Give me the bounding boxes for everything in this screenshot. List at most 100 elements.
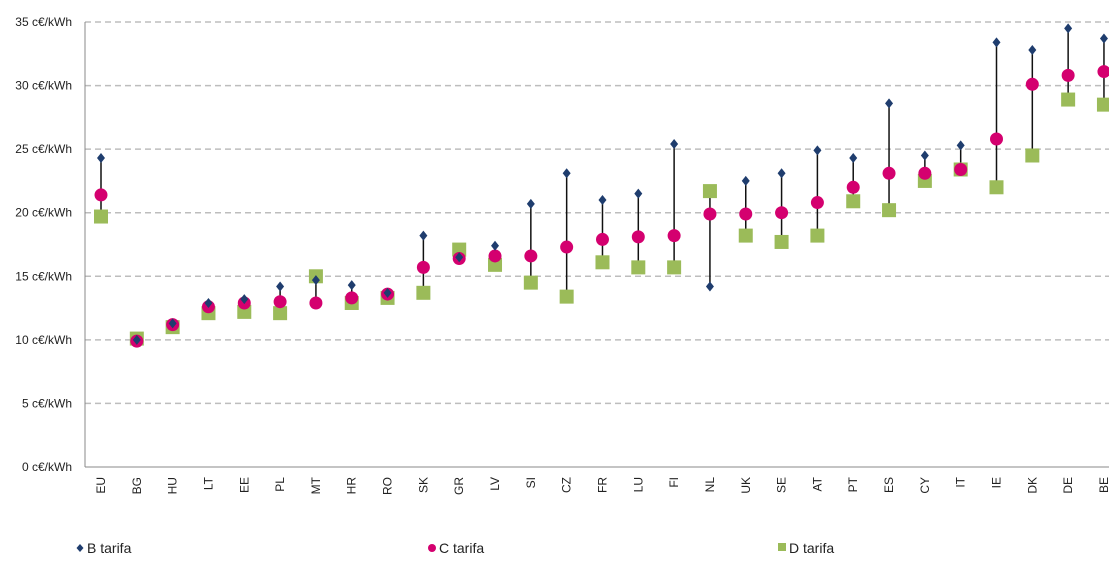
- marker-b: [1064, 23, 1073, 34]
- marker-b: [1099, 33, 1108, 44]
- marker-d: [273, 306, 288, 321]
- marker-c: [416, 260, 430, 274]
- marker-c: [345, 291, 359, 305]
- marker-b: [526, 198, 535, 209]
- x-tick-label: DK: [1025, 477, 1039, 494]
- x-tick-label: NL: [703, 477, 717, 493]
- y-tick-label: 20 c€/kWh: [15, 206, 72, 220]
- legend-label: C tarifa: [439, 540, 484, 556]
- x-tick-label: MT: [309, 476, 323, 494]
- x-tick-label: LT: [201, 476, 215, 490]
- marker-d: [1061, 92, 1076, 107]
- marker-b: [204, 297, 213, 308]
- marker-b: [562, 168, 571, 179]
- marker-d: [416, 285, 431, 300]
- x-tick-label: LV: [488, 477, 502, 491]
- x-tick-label: CZ: [560, 477, 574, 493]
- marker-b: [992, 37, 1001, 48]
- marker-b: [276, 281, 285, 292]
- marker-d: [1096, 97, 1109, 112]
- marker-c: [273, 295, 287, 309]
- marker-d: [738, 228, 753, 243]
- x-tick-label: LU: [631, 477, 645, 492]
- x-tick-label: BG: [130, 477, 144, 494]
- marker-c: [882, 166, 896, 180]
- marker-d: [702, 184, 717, 199]
- marker-d: [1025, 148, 1040, 163]
- marker-c: [810, 196, 824, 210]
- marker-c: [775, 206, 789, 220]
- marker-b: [670, 139, 679, 150]
- legend-marker: [778, 543, 786, 551]
- marker-d: [631, 260, 646, 275]
- marker-c: [667, 229, 681, 243]
- marker-b: [1028, 44, 1037, 55]
- x-tick-label: DE: [1061, 477, 1075, 494]
- y-tick-label: 10 c€/kWh: [15, 333, 72, 347]
- marker-b: [813, 145, 822, 156]
- marker-b: [347, 280, 356, 291]
- marker-c: [846, 180, 860, 194]
- marker-b: [168, 318, 177, 329]
- marker-c: [954, 162, 968, 176]
- marker-b: [741, 175, 750, 186]
- x-tick-label: SE: [775, 477, 789, 493]
- y-tick-label: 15 c€/kWh: [15, 269, 72, 283]
- y-tick-label: 35 c€/kWh: [15, 15, 72, 29]
- x-tick-label: FI: [667, 477, 681, 488]
- marker-d: [846, 194, 861, 209]
- marker-d: [595, 255, 610, 270]
- marker-d: [523, 275, 538, 290]
- marker-b: [598, 195, 607, 205]
- marker-c: [918, 166, 932, 180]
- x-tick-label: EE: [237, 477, 251, 493]
- marker-b: [132, 334, 141, 345]
- x-tick-label: PL: [273, 477, 287, 492]
- legend-marker: [76, 544, 84, 552]
- marker-d: [94, 209, 108, 224]
- marker-b: [311, 275, 320, 286]
- marker-d: [810, 228, 825, 243]
- x-tick-label: PT: [846, 476, 860, 492]
- marker-b: [849, 153, 858, 164]
- marker-b: [383, 287, 392, 298]
- marker-c: [1097, 65, 1109, 79]
- x-tick-label: GR: [452, 477, 466, 495]
- marker-c: [703, 207, 717, 221]
- legend-label: B tarifa: [87, 540, 132, 556]
- x-tick-label: FR: [595, 477, 609, 493]
- y-tick-label: 30 c€/kWh: [15, 79, 72, 93]
- marker-b: [455, 252, 464, 263]
- x-tick-label: IE: [990, 477, 1004, 488]
- marker-b: [777, 168, 786, 179]
- y-tick-label: 0 c€/kWh: [22, 460, 72, 474]
- x-tick-label: BE: [1097, 477, 1109, 493]
- y-tick-label: 25 c€/kWh: [15, 142, 72, 156]
- marker-c: [94, 188, 108, 202]
- x-tick-label: HU: [166, 477, 180, 494]
- marker-c: [1061, 68, 1075, 82]
- marker-b: [419, 230, 428, 241]
- legend-label: D tarifa: [789, 540, 834, 556]
- x-tick-label: RO: [381, 477, 395, 495]
- marker-c: [739, 207, 753, 221]
- marker-c: [524, 249, 538, 263]
- x-tick-label: UK: [739, 477, 753, 494]
- x-tick-label: IT: [954, 476, 968, 487]
- marker-b: [956, 140, 965, 151]
- marker-c: [595, 232, 609, 246]
- x-tick-label: SK: [416, 477, 430, 493]
- marker-b: [491, 240, 500, 251]
- marker-b: [634, 188, 643, 199]
- marker-b: [97, 153, 105, 164]
- marker-d: [882, 203, 897, 218]
- marker-d: [774, 234, 789, 249]
- marker-d: [559, 289, 574, 304]
- marker-c: [488, 249, 502, 263]
- marker-b: [705, 281, 714, 292]
- x-tick-label: ES: [882, 477, 896, 493]
- x-tick-label: HR: [345, 477, 359, 495]
- marker-c: [309, 296, 323, 310]
